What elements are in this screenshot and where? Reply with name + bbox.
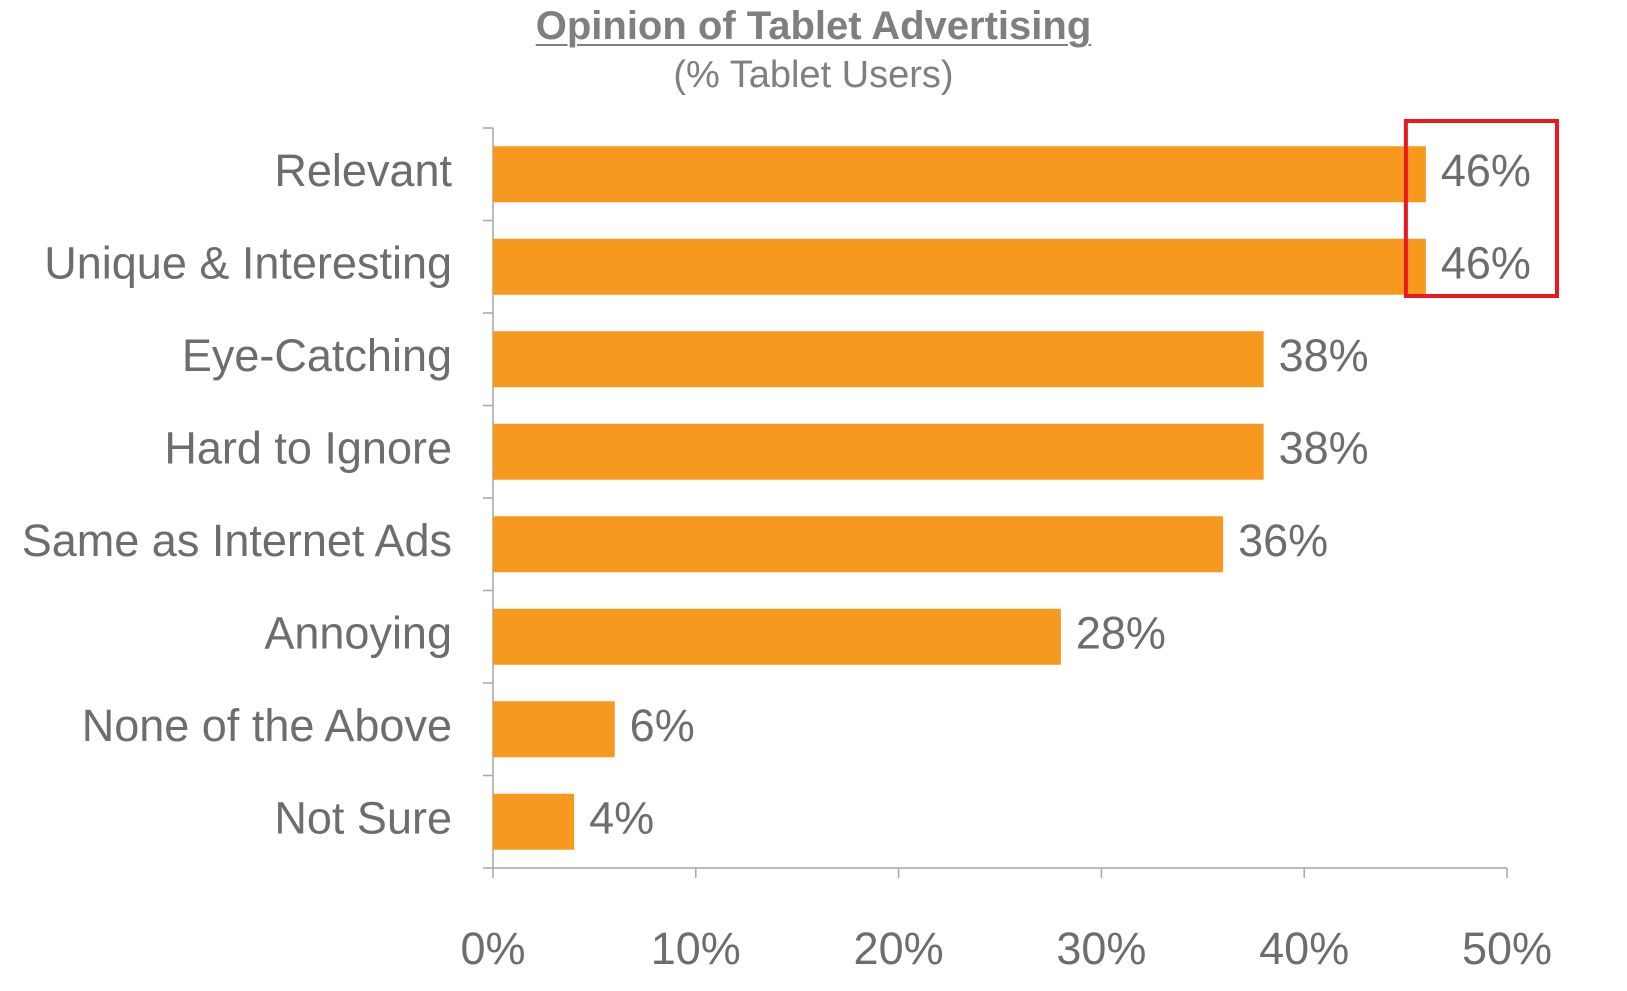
bar [493, 331, 1264, 388]
category-label: Eye-Catching [182, 330, 452, 381]
category-label: Hard to Ignore [164, 423, 452, 474]
highlight-box [1403, 119, 1559, 298]
category-label: Same as Internet Ads [22, 515, 452, 566]
data-label: 38% [1279, 330, 1369, 381]
x-tick-label: 10% [651, 923, 741, 974]
x-tick-label: 0% [460, 923, 525, 974]
bar [493, 146, 1426, 203]
category-label: Unique & Interesting [44, 238, 452, 289]
category-label: None of the Above [82, 700, 452, 751]
category-label: Not Sure [274, 793, 452, 844]
data-label: 46% [1441, 145, 1531, 196]
bar [493, 608, 1061, 665]
x-tick-label: 40% [1259, 923, 1349, 974]
x-tick-label: 20% [854, 923, 944, 974]
chart-subtitle: (% Tablet Users) [673, 54, 954, 96]
data-label: 38% [1279, 423, 1369, 474]
category-label: Relevant [274, 145, 452, 196]
data-label: 6% [630, 700, 695, 751]
category-label: Annoying [264, 608, 452, 659]
data-label: 4% [589, 793, 654, 844]
bar [493, 793, 575, 850]
data-label: 46% [1441, 238, 1531, 289]
chart-title: Opinion of Tablet Advertising [535, 4, 1092, 48]
data-label: 28% [1076, 608, 1166, 659]
bar [493, 238, 1426, 295]
bar [493, 516, 1224, 573]
bar-series [493, 146, 1426, 850]
x-tick-label: 50% [1462, 923, 1552, 974]
bar [493, 423, 1264, 480]
chart-labels: 0% 10% 20% 30% 40% 50% Relevant 46% Unique & Int… [22, 145, 1552, 974]
bar [493, 701, 615, 758]
data-label: 36% [1238, 515, 1328, 566]
highlight-rectangle [1403, 119, 1559, 298]
x-tick-label: 30% [1056, 923, 1146, 974]
